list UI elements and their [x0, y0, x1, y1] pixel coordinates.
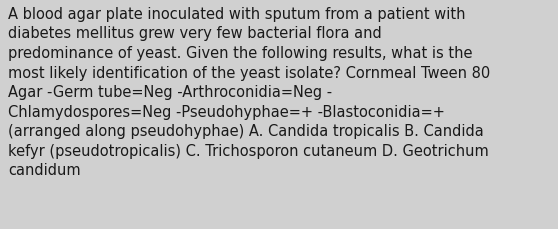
Text: A blood agar plate inoculated with sputum from a patient with
diabetes mellitus : A blood agar plate inoculated with sputu…	[8, 7, 490, 178]
